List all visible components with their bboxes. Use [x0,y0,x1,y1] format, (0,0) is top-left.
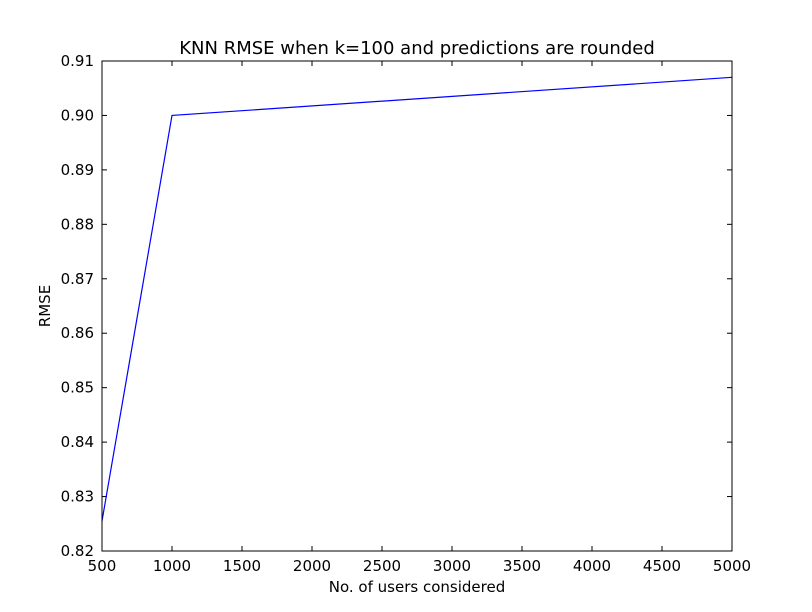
chart-title: KNN RMSE when k=100 and predictions are … [179,38,655,59]
y-tick-label: 0.86 [61,324,94,342]
x-tick-label: 4500 [643,557,681,575]
y-tick-label: 0.83 [61,488,94,506]
y-tick-label: 0.84 [61,433,94,451]
y-tick-label: 0.87 [61,270,94,288]
y-axis-label: RMSE [36,285,54,327]
x-tick-label: 2500 [363,557,401,575]
x-tick-label: 1000 [153,557,191,575]
x-tick-label: 4000 [573,557,611,575]
plot-frame [101,60,733,552]
x-tick-label: 1500 [223,557,261,575]
y-tick-label: 0.91 [61,52,94,70]
x-tick-label: 2000 [293,557,331,575]
y-tick-label: 0.90 [61,106,94,124]
x-tick-label: 3500 [503,557,541,575]
x-tick-label: 500 [88,557,117,575]
x-tick-label: 5000 [713,557,751,575]
y-tick-label: 0.85 [61,379,94,397]
y-tick-label: 0.82 [61,542,94,560]
series-line [101,76,733,522]
x-tick-label: 3000 [433,557,471,575]
x-axis-label: No. of users considered [329,578,505,596]
plot-area: 500 1000 1500 2000 2500 3000 3500 4000 4500 5000 0… [61,52,752,575]
y-tick-label: 0.89 [61,161,94,179]
y-tick-label: 0.88 [61,215,94,233]
